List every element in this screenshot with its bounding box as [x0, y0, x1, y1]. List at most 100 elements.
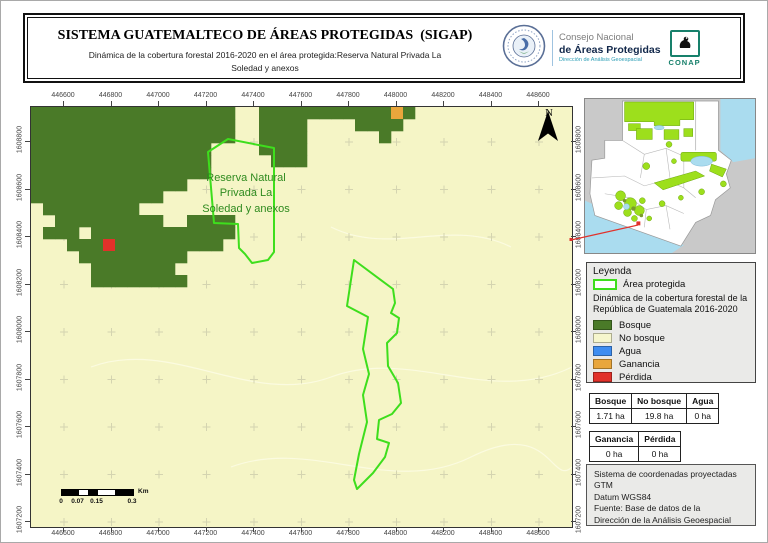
bosque-cell — [223, 227, 236, 240]
bosque-cell — [103, 143, 116, 156]
bosque-cell — [127, 167, 140, 180]
org-divider — [552, 30, 553, 66]
bosque-cell — [31, 179, 44, 192]
bosque-cell — [295, 155, 308, 168]
bosque-cell — [283, 119, 296, 132]
inset-protected-areas — [614, 101, 727, 222]
y-axis-label-left: 1608200 — [16, 268, 24, 296]
bosque-cell — [139, 215, 152, 228]
x-axis-label-bottom: 447200 — [193, 530, 218, 537]
y-axis-label-right: 1608600 — [575, 173, 583, 201]
bosque-cell — [91, 155, 104, 168]
title-block: SISTEMA GUATEMALTECO DE ÁREAS PROTEGIDAS… — [28, 18, 502, 78]
bosque-cell — [283, 107, 296, 120]
bosque-cell — [151, 227, 164, 240]
statistics-tables: Bosque No bosque Agua 1.71 ha 19.8 ha 0 ha Gan… — [588, 393, 720, 469]
bosque-cell — [43, 143, 56, 156]
bosque-cell — [79, 215, 92, 228]
bosque-cell — [115, 263, 128, 276]
quetzal-bird-icon — [669, 29, 700, 57]
bosque-cell — [151, 215, 164, 228]
x-axis-label-top: 448600 — [526, 92, 550, 99]
bosque-cell — [43, 179, 56, 192]
stats-header: Pérdida — [638, 431, 682, 447]
bosque-cell — [379, 131, 392, 144]
info-line: Sistema de coordenadas proyectadas — [594, 469, 737, 479]
perdida-cell — [103, 239, 116, 252]
legend-items: Bosque No bosque Agua Ganancia Pérdida — [593, 319, 749, 384]
bosque-cell — [127, 143, 140, 156]
info-line: GTM — [594, 480, 613, 491]
header-box: SISTEMA GUATEMALTECO DE ÁREAS PROTEGIDAS… — [23, 13, 745, 83]
x-axis-label-top: 446800 — [98, 92, 123, 99]
bosque-cell — [151, 119, 164, 132]
bosque-cell — [55, 107, 68, 120]
bosque-cell — [55, 215, 68, 228]
x-axis-label-top: 447600 — [288, 92, 313, 99]
bosque-cell — [67, 179, 80, 192]
bosque-cell — [91, 107, 104, 120]
bosque-cell — [187, 227, 200, 240]
bosque-cell — [127, 275, 140, 288]
page-subtitle: Dinámica de la cobertura forestal 2016-2… — [28, 49, 502, 75]
bosque-cell — [139, 191, 152, 204]
bosque-cell — [115, 143, 128, 156]
legend-item: No bosque — [593, 332, 749, 345]
legend-title: Leyenda — [593, 266, 632, 277]
scalebar-label: 0.3 — [127, 498, 137, 505]
bosque-cell — [211, 239, 224, 252]
bosque-cell — [127, 191, 140, 204]
bosque-cell — [223, 119, 236, 132]
legend-subtitle-line: Dinámica de la cobertura forestal de la — [593, 293, 748, 303]
bosque-cell — [115, 227, 128, 240]
x-axis-label-top: 447200 — [193, 92, 218, 99]
legend-swatch — [593, 320, 612, 330]
bosque-cell — [211, 227, 224, 240]
org-line-1: Consejo Nacional — [559, 31, 634, 43]
bosque-cell — [151, 143, 164, 156]
bosque-cell — [175, 107, 188, 120]
bosque-cell — [271, 107, 284, 120]
bosque-cell — [199, 119, 212, 132]
bosque-cell — [103, 179, 116, 192]
header-inner: SISTEMA GUATEMALTECO DE ÁREAS PROTEGIDAS… — [27, 17, 741, 79]
y-axis-label-right: 1607600 — [575, 410, 583, 439]
x-axis-label-bottom: 448600 — [526, 530, 550, 537]
bosque-cell — [187, 167, 200, 180]
bosque-cell — [55, 203, 68, 216]
bosque-cell — [115, 215, 128, 228]
bosque-cell — [139, 251, 152, 264]
bosque-cell — [295, 119, 308, 132]
legend-area-row: Área protegida — [593, 279, 749, 290]
bosque-cell — [139, 167, 152, 180]
y-axis-label-right: 1607800 — [575, 363, 583, 391]
bosque-cell — [31, 155, 44, 168]
bosque-cell — [55, 155, 68, 168]
legend-item-label: Bosque — [619, 319, 652, 331]
bosque-cell — [175, 143, 188, 156]
subtitle-line-2: Soledad y anexos — [231, 63, 299, 74]
bosque-cell — [127, 227, 140, 240]
bosque-cell — [355, 107, 368, 120]
stats-header: Agua — [686, 393, 720, 409]
bosque-cell — [103, 131, 116, 144]
bosque-cell — [79, 203, 92, 216]
org-line-3: Dirección de Análisis Geoespacial — [559, 56, 642, 63]
forest-raster — [31, 107, 416, 288]
conap-label: CONAP — [668, 57, 701, 67]
bosque-cell — [151, 263, 164, 276]
bosque-cell — [319, 107, 332, 120]
bosque-cell — [151, 179, 164, 192]
map-canvas — [31, 107, 572, 526]
bosque-cell — [187, 131, 200, 144]
legend-item: Ganancia — [593, 358, 749, 371]
bosque-cell — [175, 251, 188, 264]
scalebar-label: 0.15 — [90, 498, 103, 505]
bosque-cell — [403, 107, 416, 120]
bosque-cell — [91, 167, 104, 180]
bosque-cell — [163, 119, 176, 132]
bosque-cell — [91, 275, 104, 288]
north-label: N — [545, 107, 553, 119]
x-axis-label-top: 448200 — [431, 92, 455, 99]
